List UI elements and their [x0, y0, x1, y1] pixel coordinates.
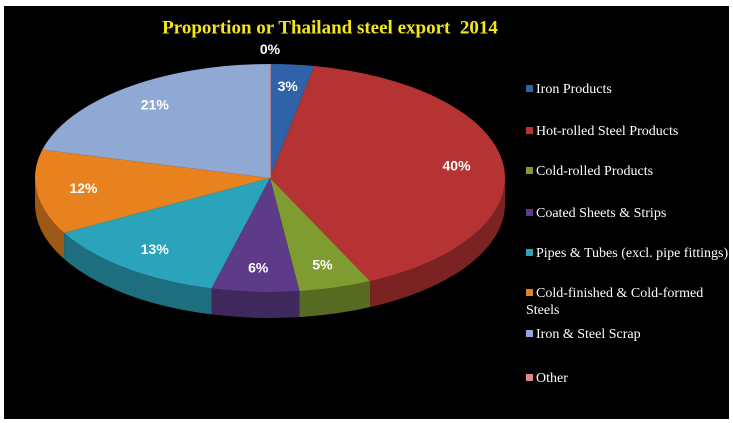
legend-swatch: [526, 85, 533, 92]
legend-label: Iron Products: [536, 82, 612, 97]
data-label: 6%: [248, 260, 269, 276]
legend-entry: Pipes & Tubes (excl. pipe fittings): [526, 245, 731, 262]
data-label: 5%: [312, 256, 333, 272]
data-label: 12%: [69, 180, 98, 196]
chart-frame: Proportion or Thailand steel export 2014…: [4, 6, 729, 419]
legend-entry: Other: [526, 370, 731, 387]
slice: [211, 178, 300, 292]
data-label: 40%: [443, 157, 472, 173]
legend-swatch: [526, 209, 533, 216]
legend-label: Coated Sheets & Strips: [536, 206, 667, 221]
slice: [42, 64, 270, 178]
slice-side: [35, 178, 65, 259]
data-label: 3%: [278, 78, 299, 94]
legend-label: Other: [536, 371, 568, 386]
legend-entry: Coated Sheets & Strips: [526, 205, 731, 222]
legend-swatch: [526, 249, 533, 256]
slice-side: [211, 288, 300, 318]
slice: [64, 178, 270, 289]
legend-swatch: [526, 127, 533, 134]
legend-swatch: [526, 289, 533, 296]
slice-side: [299, 281, 371, 318]
chart: Proportion or Thailand steel export 2014…: [35, 17, 505, 318]
legend-entry: Cold-finished & Cold-formed Steels: [526, 285, 731, 319]
legend-label: Iron & Steel Scrap: [536, 327, 641, 342]
legend-swatch: [526, 374, 533, 381]
legend-label: Cold-rolled Products: [536, 164, 654, 179]
chart-title: Proportion or Thailand steel export 2014: [162, 17, 498, 38]
legend-swatch: [526, 167, 533, 174]
data-label: 13%: [141, 241, 170, 257]
slice: [35, 149, 271, 233]
slice-side: [64, 232, 212, 315]
legend-label: Cold-finished & Cold-formed Steels: [526, 286, 704, 318]
legend-entry: Iron Products: [526, 81, 731, 98]
legend-label: Pipes & Tubes (excl. pipe fittings): [536, 246, 729, 261]
slice: [270, 64, 315, 178]
data-label: 0%: [260, 41, 281, 57]
slice: [270, 178, 371, 292]
slice: [270, 66, 505, 282]
legend-entry: Hot-rolled Steel Products: [526, 123, 731, 140]
legend-swatch: [526, 330, 533, 337]
legend-entry: Iron & Steel Scrap: [526, 326, 731, 343]
slice-side: [370, 178, 505, 308]
legend-label: Hot-rolled Steel Products: [536, 124, 679, 139]
legend-entry: Cold-rolled Products: [526, 163, 731, 180]
data-label: 21%: [141, 97, 170, 113]
